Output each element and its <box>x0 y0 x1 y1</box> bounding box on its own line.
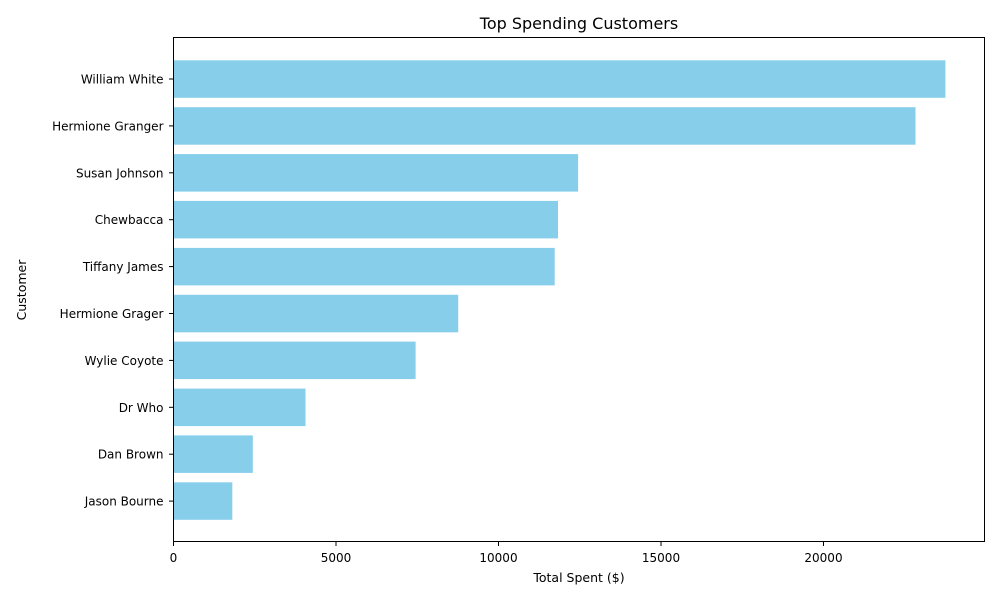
bars-group <box>173 60 946 520</box>
plot-area-frame <box>173 37 985 542</box>
y-tick-label: Dr Who <box>119 401 164 415</box>
x-tick-label: 5000 <box>321 551 352 565</box>
bar-chewbacca <box>173 200 558 239</box>
bar-william-white <box>173 60 946 98</box>
x-ticks-group: 0 5000 10000 15000 20000 <box>170 541 843 565</box>
x-tick-label: 20000 <box>804 551 842 565</box>
y-tick-label: Chewbacca <box>95 213 164 227</box>
y-ticks-group: William White Hermione Granger Susan Johns… <box>52 73 174 509</box>
bar-tiffany-james <box>173 247 555 286</box>
y-tick-label: Jason Bourne <box>84 495 164 509</box>
y-tick-label: Tiffany James <box>82 260 164 274</box>
x-tick-label: 15000 <box>642 551 680 565</box>
bar-hermione-granger <box>173 107 916 145</box>
x-axis-label: Total Spent ($) <box>532 570 624 585</box>
bar-wylie-coyote <box>173 341 416 380</box>
y-tick-label: Hermione Grager <box>60 307 164 321</box>
bar-dr-who <box>173 388 306 427</box>
bar-jason-bourne <box>173 482 233 520</box>
y-tick-label: Hermione Granger <box>52 119 163 133</box>
y-tick-label: Susan Johnson <box>76 166 164 180</box>
y-tick-label: William White <box>81 73 164 87</box>
x-tick-label: 10000 <box>479 551 517 565</box>
bar-hermione-grager <box>173 294 459 333</box>
bar-susan-johnson <box>173 154 579 192</box>
y-tick-label: Dan Brown <box>98 448 164 462</box>
chart-title: Top Spending Customers <box>479 14 678 33</box>
x-tick-label: 0 <box>170 551 178 565</box>
y-axis-label: Customer <box>14 259 29 321</box>
bar-dan-brown <box>173 435 253 473</box>
y-tick-label: Wylie Coyote <box>85 354 164 368</box>
